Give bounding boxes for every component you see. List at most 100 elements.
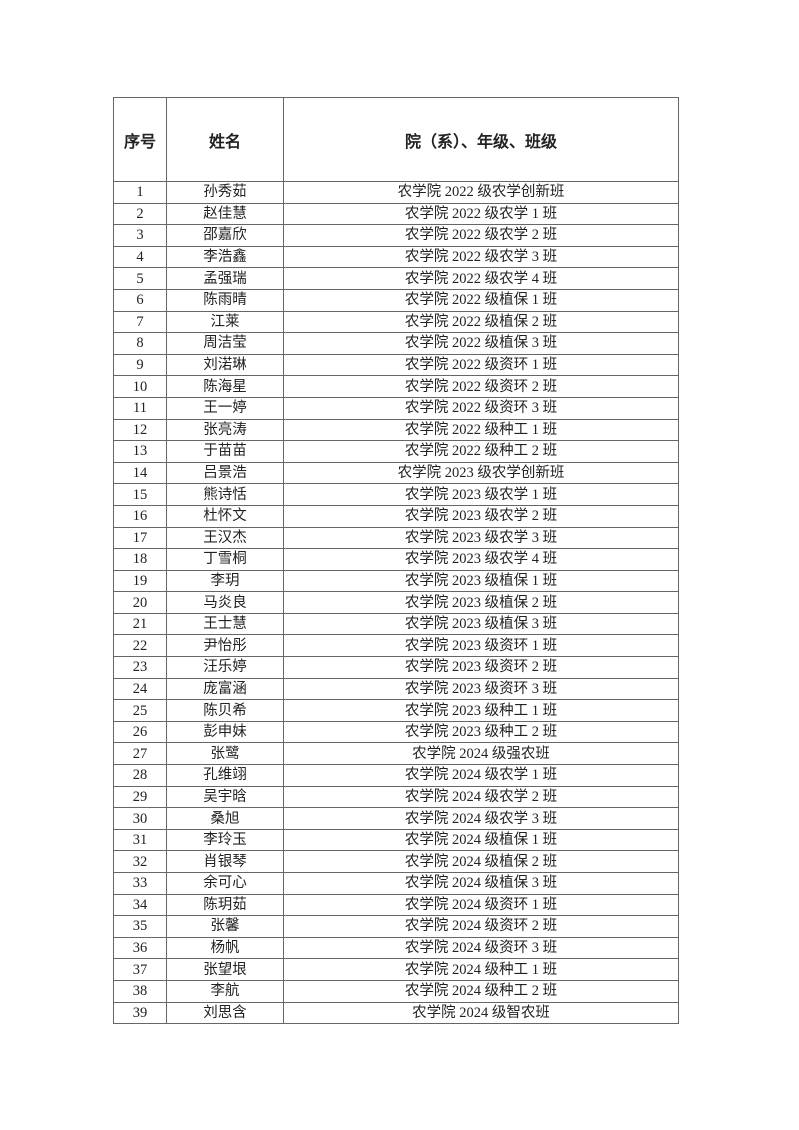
- department-class: 农学院 2023 级种工 2 班: [283, 720, 679, 744]
- row-index: 20: [113, 591, 167, 614]
- student-name: 张馨: [166, 915, 284, 938]
- student-name: 赵佳慧: [166, 202, 284, 226]
- department-class: 农学院 2022 级农学创新班: [283, 181, 679, 204]
- department-class: 农学院 2024 级农学 1 班: [283, 764, 679, 787]
- student-name: 尹怡彤: [166, 634, 284, 658]
- table-row: 3 邵嘉欣 农学院 2022 级农学 2 班: [113, 224, 679, 247]
- department-class: 农学院 2022 级植保 2 班: [283, 310, 679, 334]
- table-row: 19 李玥 农学院 2023 级植保 1 班: [113, 569, 679, 593]
- student-name: 马炎良: [166, 591, 284, 614]
- student-name: 邵嘉欣: [166, 224, 284, 247]
- student-name: 李玥: [166, 569, 284, 593]
- row-index: 19: [113, 569, 167, 593]
- row-index: 37: [113, 958, 167, 981]
- table-row: 21 王士慧 农学院 2023 级植保 3 班: [113, 612, 679, 636]
- row-index: 25: [113, 699, 167, 722]
- student-name: 孙秀茹: [166, 181, 284, 204]
- row-index: 24: [113, 677, 167, 701]
- student-name: 汪乐婷: [166, 656, 284, 679]
- table-row: 2 赵佳慧 农学院 2022 级农学 1 班: [113, 202, 679, 226]
- table-row: 7 江莱 农学院 2022 级植保 2 班: [113, 310, 679, 334]
- student-name: 吴宇晗: [166, 785, 284, 809]
- row-index: 9: [113, 353, 167, 377]
- header-row: 序号 姓名 院（系）、年级、班级: [113, 97, 679, 182]
- row-index: 8: [113, 332, 167, 355]
- row-index: 17: [113, 526, 167, 550]
- row-index: 39: [113, 1001, 167, 1025]
- student-name: 王汉杰: [166, 526, 284, 550]
- department-class: 农学院 2024 级资环 3 班: [283, 936, 679, 960]
- department-class: 农学院 2023 级植保 3 班: [283, 612, 679, 636]
- student-name: 张望垠: [166, 958, 284, 981]
- table-row: 29 吴宇晗 农学院 2024 级农学 2 班: [113, 785, 679, 809]
- department-class: 农学院 2022 级资环 1 班: [283, 353, 679, 377]
- table-row: 27 张鹭 农学院 2024 级强农班: [113, 742, 679, 766]
- student-name: 张鹭: [166, 742, 284, 766]
- student-name: 刘渃琳: [166, 353, 284, 377]
- table-row: 5 孟强瑞 农学院 2022 级农学 4 班: [113, 267, 679, 290]
- student-name: 江莱: [166, 310, 284, 334]
- table-row: 8 周洁莹 农学院 2022 级植保 3 班: [113, 332, 679, 355]
- row-index: 26: [113, 720, 167, 744]
- table-row: 20 马炎良 农学院 2023 级植保 2 班: [113, 591, 679, 614]
- student-name: 熊诗恬: [166, 483, 284, 506]
- student-name: 肖银琴: [166, 850, 284, 873]
- table-row: 17 王汉杰 农学院 2023 级农学 3 班: [113, 526, 679, 550]
- row-index: 6: [113, 288, 167, 312]
- student-name: 庞富涵: [166, 677, 284, 701]
- student-name: 桑旭: [166, 807, 284, 830]
- table-row: 26 彭申妹 农学院 2023 级种工 2 班: [113, 720, 679, 744]
- student-name: 李航: [166, 979, 284, 1003]
- row-index: 2: [113, 202, 167, 226]
- table-row: 10 陈海星 农学院 2022 级资环 2 班: [113, 375, 679, 398]
- department-class: 农学院 2022 级植保 3 班: [283, 332, 679, 355]
- student-name: 余可心: [166, 872, 284, 895]
- table-row: 23 汪乐婷 农学院 2023 级资环 2 班: [113, 656, 679, 679]
- student-list-table: 序号 姓名 院（系）、年级、班级 1 孙秀茹 农学院 2022 级农学创新班 2 赵佳慧…: [113, 97, 679, 1025]
- student-name: 彭申妹: [166, 720, 284, 744]
- table-row: 37 张望垠 农学院 2024 级种工 1 班: [113, 958, 679, 981]
- table-row: 30 桑旭 农学院 2024 级农学 3 班: [113, 807, 679, 830]
- department-class: 农学院 2022 级种工 2 班: [283, 440, 679, 463]
- department-class: 农学院 2023 级植保 2 班: [283, 591, 679, 614]
- department-class: 农学院 2023 级农学 4 班: [283, 548, 679, 571]
- table-row: 39 刘思含 农学院 2024 级智农班: [113, 1001, 679, 1025]
- row-index: 12: [113, 418, 167, 442]
- row-index: 22: [113, 634, 167, 658]
- row-index: 30: [113, 807, 167, 830]
- row-index: 3: [113, 224, 167, 247]
- table-row: 12 张亮涛 农学院 2022 级种工 1 班: [113, 418, 679, 442]
- student-name: 王一婷: [166, 396, 284, 420]
- table-row: 32 肖银琴 农学院 2024 级植保 2 班: [113, 850, 679, 873]
- department-class: 农学院 2022 级资环 3 班: [283, 396, 679, 420]
- row-index: 32: [113, 850, 167, 873]
- department-class: 农学院 2022 级资环 2 班: [283, 375, 679, 398]
- table-row: 18 丁雪桐 农学院 2023 级农学 4 班: [113, 548, 679, 571]
- row-index: 29: [113, 785, 167, 809]
- row-index: 15: [113, 483, 167, 506]
- row-index: 34: [113, 893, 167, 917]
- department-class: 农学院 2024 级农学 3 班: [283, 807, 679, 830]
- row-index: 27: [113, 742, 167, 766]
- student-name: 陈雨晴: [166, 288, 284, 312]
- table-row: 38 李航 农学院 2024 级种工 2 班: [113, 979, 679, 1003]
- row-index: 38: [113, 979, 167, 1003]
- department-class: 农学院 2024 级强农班: [283, 742, 679, 766]
- header-name: 姓名: [166, 97, 284, 182]
- student-name: 孟强瑞: [166, 267, 284, 290]
- row-index: 14: [113, 461, 167, 485]
- student-name: 刘思含: [166, 1001, 284, 1025]
- department-class: 农学院 2022 级农学 2 班: [283, 224, 679, 247]
- row-index: 5: [113, 267, 167, 290]
- table-row: 35 张馨 农学院 2024 级资环 2 班: [113, 915, 679, 938]
- row-index: 31: [113, 828, 167, 852]
- table-row: 15 熊诗恬 农学院 2023 级农学 1 班: [113, 483, 679, 506]
- department-class: 农学院 2024 级智农班: [283, 1001, 679, 1025]
- department-class: 农学院 2023 级植保 1 班: [283, 569, 679, 593]
- header-index: 序号: [113, 97, 167, 182]
- department-class: 农学院 2023 级资环 2 班: [283, 656, 679, 679]
- table-row: 16 杜怀文 农学院 2023 级农学 2 班: [113, 504, 679, 528]
- department-class: 农学院 2024 级资环 2 班: [283, 915, 679, 938]
- department-class: 农学院 2024 级种工 1 班: [283, 958, 679, 981]
- student-name: 李玲玉: [166, 828, 284, 852]
